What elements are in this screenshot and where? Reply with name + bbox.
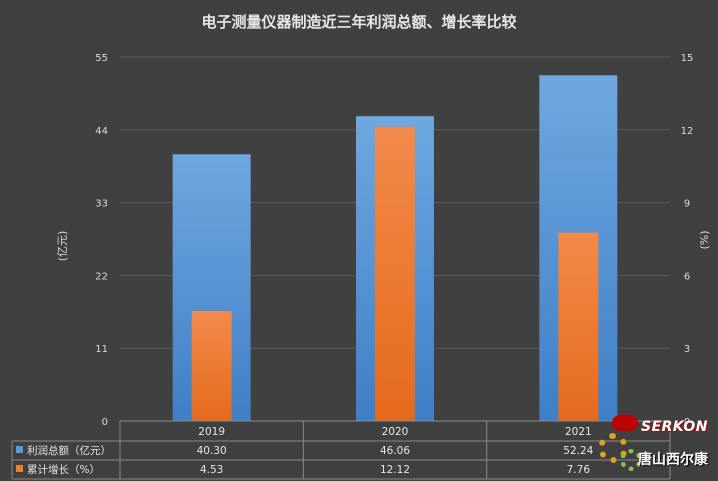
bar-growth-2020 (375, 126, 415, 421)
legend-swatch (16, 465, 23, 472)
bar-growth-2021 (558, 232, 599, 421)
category-label: 2020 (382, 426, 409, 438)
left-tick-label: 44 (95, 126, 108, 137)
right-tick-label: 3 (684, 344, 690, 355)
badge-icon (612, 415, 638, 431)
data-label: 46.06 (380, 445, 410, 457)
right-tick-label: 0 (684, 417, 690, 428)
right-axis-ticks: 0 3 6 9 12 15 (681, 53, 694, 428)
left-tick-label: 11 (95, 344, 108, 355)
left-tick-label: 22 (95, 271, 108, 282)
data-label: 40.30 (197, 445, 227, 457)
chart-title: 电子测量仪器制造近三年利润总额、增长率比较 (201, 13, 516, 31)
bars (120, 75, 670, 422)
watermark-brand: SERKON (641, 419, 708, 435)
bar-growth-2019 (191, 311, 232, 421)
left-axis-ticks: 0 11 22 33 44 55 (95, 53, 108, 428)
right-tick-label: 12 (681, 126, 694, 137)
right-axis-label: (%) (698, 230, 711, 249)
data-label: 12.12 (380, 464, 410, 476)
left-tick-label: 0 (102, 417, 108, 428)
legend-swatch (16, 446, 23, 453)
data-label: 52.24 (563, 445, 593, 457)
left-tick-label: 33 (95, 199, 108, 210)
small-gear-icon (620, 449, 642, 471)
watermark-subtitle: 唐山西尔康 (638, 452, 708, 468)
right-tick-label: 15 (681, 53, 694, 64)
right-tick-label: 6 (684, 271, 690, 282)
left-axis-label: (亿元) (56, 231, 69, 262)
right-tick-label: 9 (684, 199, 690, 210)
category-label: 2019 (198, 426, 225, 438)
left-tick-label: 55 (95, 53, 108, 64)
watermark-logo: SERKON 唐山西尔康 (592, 413, 712, 475)
gear-icon (598, 433, 628, 463)
data-table: 2019 2020 2021 利润总额（亿元） 40.30 46.06 52.24 累计增长（… (11, 420, 671, 480)
legend-entry: 利润总额（亿元） (27, 444, 111, 457)
data-label: 7.76 (567, 464, 591, 476)
data-label: 4.53 (200, 464, 223, 476)
legend-entry: 累计增长（%） (27, 463, 100, 476)
category-label: 2021 (565, 426, 592, 438)
